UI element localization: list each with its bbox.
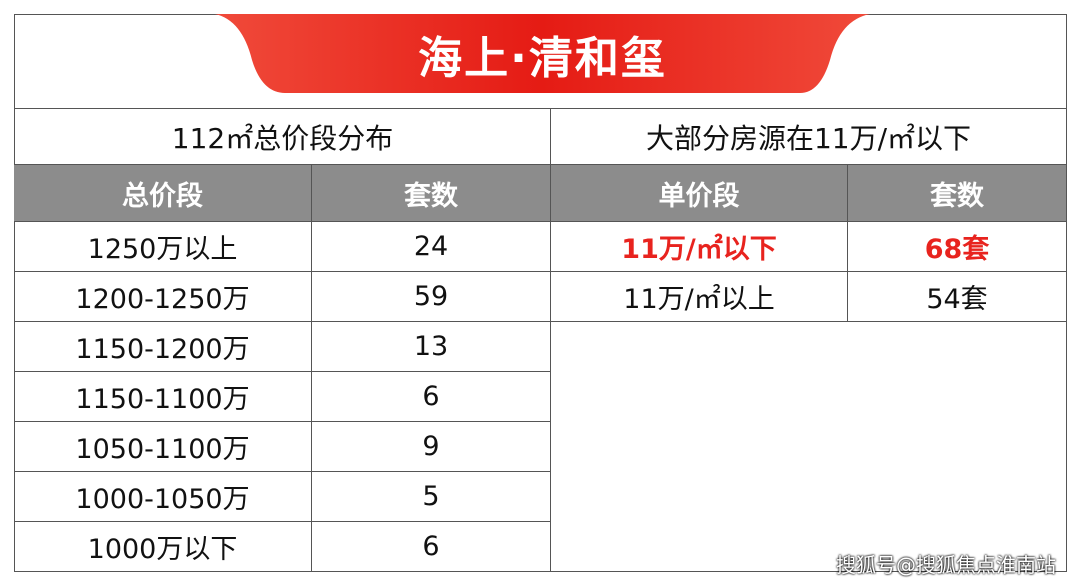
table-cell: 11万/㎡以下 <box>551 222 848 272</box>
table-title: 112㎡总价段分布 <box>14 108 551 165</box>
table-cell: 59 <box>312 272 551 322</box>
column-header: 套数 <box>312 165 551 222</box>
table-cell: 11万/㎡以上 <box>551 272 848 322</box>
column-header: 套数 <box>848 165 1067 222</box>
table-cell: 68套 <box>848 222 1067 272</box>
table-cell: 9 <box>312 422 551 472</box>
table-cell: 6 <box>312 522 551 572</box>
table-cell: 1000万以下 <box>14 522 312 572</box>
watermark: 搜狐号@搜狐焦点淮南站 <box>836 553 1056 577</box>
title: 海上·清和玺 <box>418 33 667 84</box>
banner-shape <box>215 14 870 93</box>
table-cell: 1150-1200万 <box>14 322 312 372</box>
banner <box>215 14 870 93</box>
table-cell: 1000-1050万 <box>14 472 312 522</box>
table-cell: 1200-1250万 <box>14 272 312 322</box>
column-header: 单价段 <box>551 165 848 222</box>
table-cell: 54套 <box>848 272 1067 322</box>
table-cell: 13 <box>312 322 551 372</box>
table-title: 大部分房源在11万/㎡以下 <box>551 108 1067 165</box>
table-cell: 6 <box>312 372 551 422</box>
table-cell: 1050-1100万 <box>14 422 312 472</box>
table-cell: 5 <box>312 472 551 522</box>
table-cell: 1250万以上 <box>14 222 312 272</box>
column-header: 总价段 <box>14 165 312 222</box>
table-cell: 24 <box>312 222 551 272</box>
table-cell: 1150-1100万 <box>14 372 312 422</box>
